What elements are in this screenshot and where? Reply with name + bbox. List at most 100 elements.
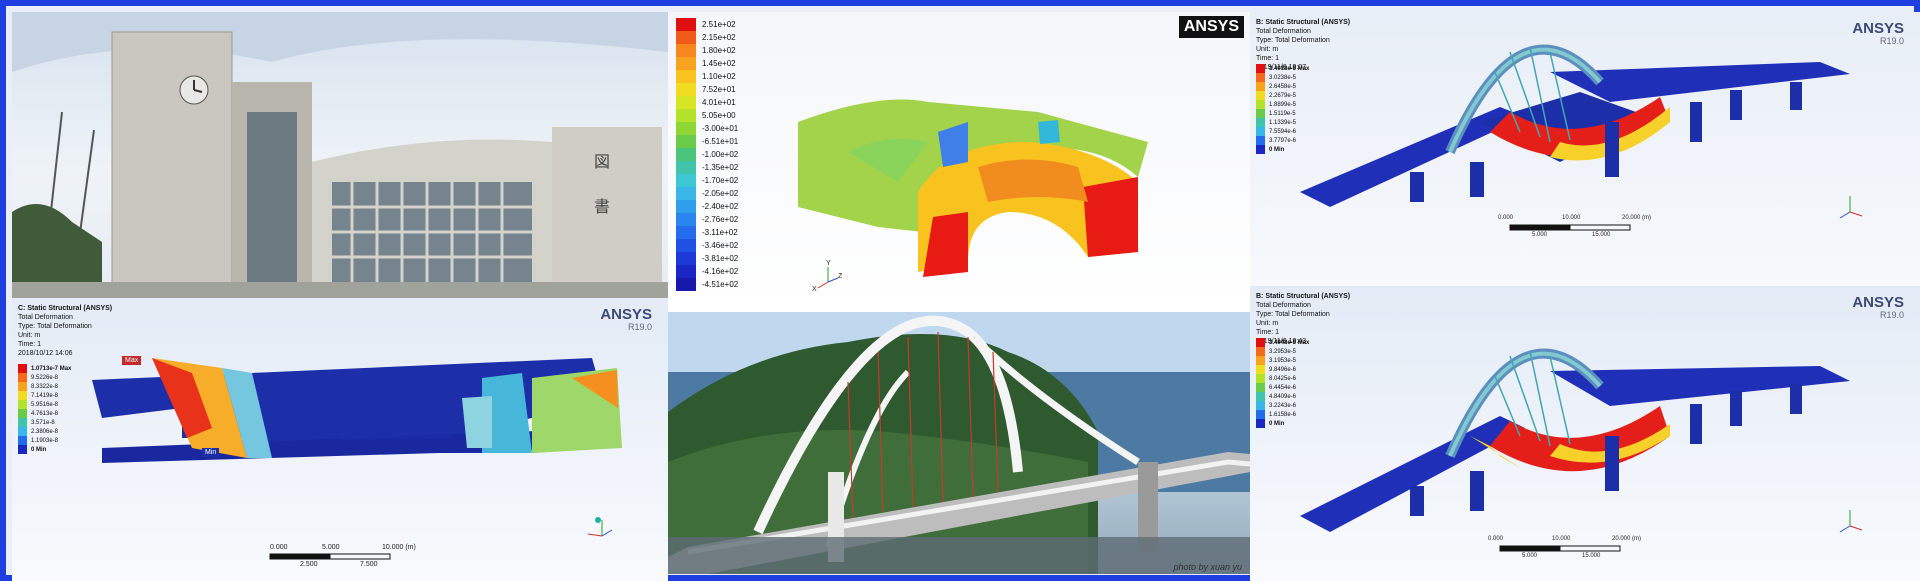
ansys-model-panel: C: Static Structural (ANSYS) Total Deform… [12,298,668,581]
legend-swatch [676,265,696,278]
legend-swatch [676,226,696,239]
contour-legend-row: -3.81e+02 [676,252,738,265]
info-line: Unit: m [1256,320,1279,327]
axis-x-label: X [812,286,817,293]
contour-legend-row: -6.51e+01 [676,135,738,148]
legend-label: 8.3322e-8 [31,383,59,390]
info-line: Unit: m [18,332,41,339]
photo-credit: photo by xuan yu [1173,562,1242,572]
scale-tick: 5.000 [322,544,340,551]
info-line: 2018/10/12 14:06 [18,350,73,357]
legend-swatch [18,445,27,454]
contour-legend-row: 1.45e+02 [676,57,738,70]
legend-swatch [1256,365,1265,374]
legend-row: 3.4018e-5 Max [1256,64,1309,73]
max-marker: Max [122,356,142,365]
legend-swatch [676,57,696,70]
legend-swatch [18,427,27,436]
legend-swatch [676,213,696,226]
legend-label: 1.6158e-6 [1269,411,1297,418]
legend-label: 3.571e-8 [31,419,55,426]
legend-row: 1.5119e-5 [1256,109,1309,118]
legend-swatch [18,382,27,391]
legend-row: 2.3806e-8 [18,427,71,436]
axis-y-label: Y [826,260,831,267]
legend-label: 3.2953e-5 [1269,348,1297,355]
legend-label: -2.76e+02 [702,215,739,224]
scale-tick: 15.000 [1592,232,1611,238]
legend-label: 1.1339e-5 [1269,119,1297,126]
legend-swatch [1256,109,1265,118]
legend-label: 5.9516e-8 [31,401,59,408]
legend-row: 3.2243e-6 [1256,401,1309,410]
legend-swatch [1256,338,1265,347]
legend-row: 4.7613e-8 [18,409,71,418]
legend-label: 3.2243e-6 [1269,402,1297,409]
legend-row: 0 Min [1256,419,1309,428]
legend-row: 2.6458e-5 [1256,82,1309,91]
bridge-model-top [1300,44,1863,231]
scale-tick: 0.000 [270,544,288,551]
contour-legend-row: 2.51e+02 [676,18,738,31]
legend-label: 3.4018e-5 Max [1269,65,1310,72]
legend-label: 1.0713e-7 Max [31,365,72,372]
ansys-version: R19.0 [627,322,652,332]
legend-label: 3.0238e-5 [1269,74,1297,81]
legend-swatch [1256,136,1265,145]
legend-swatch [1256,100,1265,109]
legend-label: 1.8899e-5 [1269,101,1297,108]
legend-swatch [18,418,27,427]
scale-tick: 20.000 (m) [1622,215,1652,221]
legend-label: 3.4948e-5 Max [1269,339,1310,346]
legend-row: 3.4948e-5 Max [1256,338,1309,347]
info-line: Time: 1 [1256,55,1280,62]
info-line: C: Static Structural (ANSYS) [18,305,113,312]
ansys-logo: ANSYS [1852,20,1904,37]
legend-row: 7.5594e-6 [1256,127,1309,136]
legend-label: 4.7613e-8 [31,410,59,417]
ansys-version: R19.0 [1879,36,1904,46]
info-line: Total Deformation [1256,302,1311,309]
legend-swatch [1256,145,1265,154]
info-line: Time: 1 [1256,329,1280,336]
legend-label: 1.80e+02 [702,46,736,55]
contour-legend-row: 5.05e+00 [676,109,738,122]
legend-swatch [676,239,696,252]
axis-z-label: Z [838,273,843,280]
info-line: Type: Total Deformation [1256,311,1330,318]
info-line: Unit: m [1256,46,1279,53]
deformation-legend: 3.4018e-5 Max 3.0238e-5 2.6458e-5 2.2679e-5… [1256,64,1309,154]
scale-tick: 5.000 [1522,553,1538,559]
legend-swatch [1256,401,1265,410]
legend-swatch [676,122,696,135]
legend-swatch [676,135,696,148]
legend-label: -1.35e+02 [702,163,739,172]
legend-label: 2.2679e-5 [1269,92,1297,99]
legend-swatch [676,174,696,187]
ansys-model-view [92,358,622,560]
legend-swatch [18,436,27,445]
ansys-bridge-panel-top: B: Static Structural (ANSYS) Total Deform… [1250,12,1920,286]
legend-label: -2.40e+02 [702,202,739,211]
legend-swatch [1256,374,1265,383]
legend-swatch [676,31,696,44]
scale-tick: 20.000 (m) [1612,536,1642,542]
legend-label: 8.0425e-6 [1269,375,1297,382]
legend-swatch [1256,419,1265,428]
legend-swatch [1256,410,1265,419]
legend-label: 5.05e+00 [702,111,736,120]
legend-row: 5.9516e-8 [18,400,71,409]
legend-swatch [1256,82,1265,91]
legend-label: 0 Min [1269,146,1285,153]
legend-swatch [18,364,27,373]
contour-legend-row: -1.00e+02 [676,148,738,161]
contour-legend-row: -2.05e+02 [676,187,738,200]
ansys-logo: ANSYS [600,306,652,323]
legend-label: -6.51e+01 [702,137,739,146]
legend-row: 0 Min [18,445,71,454]
contour-legend-row: -3.11e+02 [676,226,738,239]
legend-label: 9.5226e-8 [31,374,59,381]
info-line: Type: Total Deformation [18,323,92,330]
legend-label: 1.1903e-8 [31,437,59,444]
bridge-model-bottom [1300,348,1863,552]
